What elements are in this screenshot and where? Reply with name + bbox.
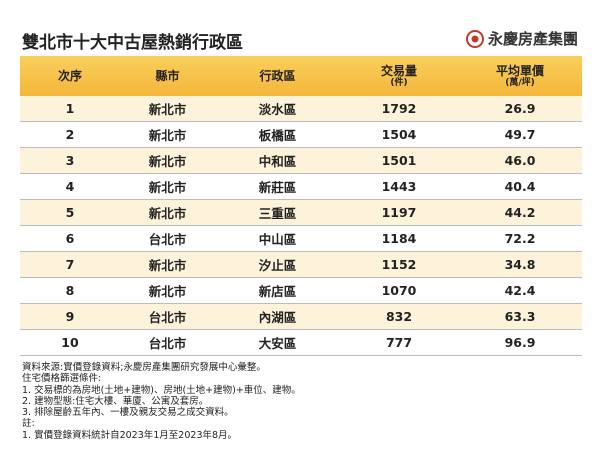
note-line: 註: bbox=[22, 418, 35, 430]
table-cell: 新店區 bbox=[215, 277, 340, 304]
table-cell: 3 bbox=[20, 147, 120, 174]
table-cell: 9 bbox=[20, 303, 120, 330]
table-cell: 46.0 bbox=[458, 147, 582, 174]
table-cell: 96.9 bbox=[458, 329, 582, 356]
table-cell: 三重區 bbox=[215, 199, 340, 226]
table-row: 8 新北市 新店區 1070 42.4 bbox=[20, 277, 582, 304]
table-cell: 777 bbox=[340, 329, 458, 356]
table-cell: 1443 bbox=[340, 173, 458, 200]
table-cell: 40.4 bbox=[458, 173, 582, 200]
column-label: 平均單價 bbox=[495, 63, 544, 78]
table-cell: 中山區 bbox=[215, 225, 340, 252]
logo-icon bbox=[465, 29, 484, 48]
column-label: 縣市 bbox=[155, 69, 180, 83]
table-cell: 新北市 bbox=[120, 96, 215, 122]
table-row: 3 新北市 中和區 1501 46.0 bbox=[20, 147, 582, 174]
table-cell: 1184 bbox=[340, 225, 458, 252]
note-line: 資料來源:實價登錄資料;永慶房產集團研究發展中心彙整。 bbox=[22, 362, 266, 373]
table-cell: 2 bbox=[20, 121, 120, 148]
table-cell: 26.9 bbox=[458, 96, 582, 122]
column-header: 平均單價 (萬/坪) bbox=[458, 56, 582, 96]
table-cell: 34.8 bbox=[458, 251, 582, 278]
table-cell: 1197 bbox=[340, 199, 458, 226]
table-cell: 台北市 bbox=[120, 225, 215, 252]
logo-text: 永慶房產集團 bbox=[487, 30, 578, 48]
table-cell: 中和區 bbox=[215, 147, 340, 174]
header-row: 次序 縣市 行政區 交易量 (件) 平均單價 (萬/坪) bbox=[20, 56, 582, 96]
table-cell: 1 bbox=[20, 96, 120, 122]
table-cell: 大安區 bbox=[215, 329, 340, 356]
column-unit: (件) bbox=[390, 77, 408, 88]
table-row: 4 新北市 新莊區 1443 40.4 bbox=[20, 173, 582, 200]
logo: 永慶房產集團 bbox=[465, 28, 578, 49]
note-line: 3. 排除屋齡五年內、一樓及親友交易之成交資料。 bbox=[22, 407, 234, 419]
table-cell: 台北市 bbox=[120, 303, 215, 330]
table-cell: 新北市 bbox=[120, 251, 215, 278]
table-cell: 8 bbox=[20, 277, 120, 304]
column-header: 行政區 bbox=[215, 56, 340, 96]
table-cell: 板橋區 bbox=[215, 121, 340, 148]
table-cell: 44.2 bbox=[458, 199, 582, 226]
table-cell: 72.2 bbox=[458, 225, 582, 252]
table-cell: 10 bbox=[20, 329, 120, 356]
table-cell: 淡水區 bbox=[215, 96, 340, 122]
table-row: 7 新北市 汐止區 1152 34.8 bbox=[20, 251, 582, 278]
note-line: 1. 實價登錄資料統計自2023年1月至2023年8月。 bbox=[22, 429, 238, 441]
column-header: 交易量 (件) bbox=[340, 56, 458, 96]
notes: 資料來源:實價登錄資料;永慶房產集團研究發展中心彙整。 住宅價格篩選條件: 1. 交… bbox=[22, 362, 301, 441]
table-cell: 832 bbox=[340, 303, 458, 330]
table-cell: 1504 bbox=[340, 121, 458, 148]
table: 次序 縣市 行政區 交易量 (件) 平均單價 (萬/坪) 1 新北市 淡水區 1792 26.9 2 新北… bbox=[20, 56, 582, 356]
table-cell: 1501 bbox=[340, 147, 458, 174]
table-cell: 新北市 bbox=[120, 121, 215, 148]
table-cell: 新北市 bbox=[120, 277, 215, 304]
table-row: 1 新北市 淡水區 1792 26.9 bbox=[20, 96, 582, 122]
table-cell: 新北市 bbox=[120, 173, 215, 200]
column-header: 次序 bbox=[20, 56, 120, 96]
table-cell: 7 bbox=[20, 251, 120, 278]
column-header: 縣市 bbox=[120, 56, 215, 96]
table-cell: 1070 bbox=[340, 277, 458, 304]
table-cell: 63.3 bbox=[458, 303, 582, 330]
table-cell: 1152 bbox=[340, 251, 458, 278]
table-cell: 1792 bbox=[340, 96, 458, 122]
table-cell: 台北市 bbox=[120, 329, 215, 356]
table-cell: 5 bbox=[20, 199, 120, 226]
table-cell: 49.7 bbox=[458, 121, 582, 148]
table-row: 9 台北市 內湖區 832 63.3 bbox=[20, 303, 582, 330]
table-row: 2 新北市 板橋區 1504 49.7 bbox=[20, 121, 582, 148]
column-unit: (萬/坪) bbox=[505, 77, 535, 88]
column-label: 次序 bbox=[57, 69, 82, 83]
table-cell: 6 bbox=[20, 225, 120, 252]
table-cell: 新莊區 bbox=[215, 173, 340, 200]
table-body: 1 新北市 淡水區 1792 26.9 2 新北市 板橋區 1504 49.7 3 新北市 中和區 150… bbox=[20, 96, 582, 356]
table-row: 10 台北市 大安區 777 96.9 bbox=[20, 329, 582, 356]
table-row: 6 台北市 中山區 1184 72.2 bbox=[20, 225, 582, 252]
note-line: 1. 交易標的為房地(土地+建物)、房地(土地+建物)+車位、建物。 bbox=[22, 384, 301, 396]
table-row: 5 新北市 三重區 1197 44.2 bbox=[20, 199, 582, 226]
column-label: 行政區 bbox=[259, 69, 296, 83]
note-line: 住宅價格篩選條件: bbox=[22, 373, 102, 385]
table-cell: 新北市 bbox=[120, 199, 215, 226]
table-cell: 新北市 bbox=[120, 147, 215, 174]
title: 雙北市十大中古屋熱銷行政區 bbox=[22, 33, 243, 53]
table-cell: 42.4 bbox=[458, 277, 582, 304]
column-label: 交易量 bbox=[380, 63, 417, 78]
table-cell: 4 bbox=[20, 173, 120, 200]
table-cell: 內湖區 bbox=[215, 303, 340, 330]
note-line: 2. 建物型態:住宅大樓、華廈、公寓及套房。 bbox=[22, 395, 209, 407]
table-cell: 汐止區 bbox=[215, 251, 340, 278]
